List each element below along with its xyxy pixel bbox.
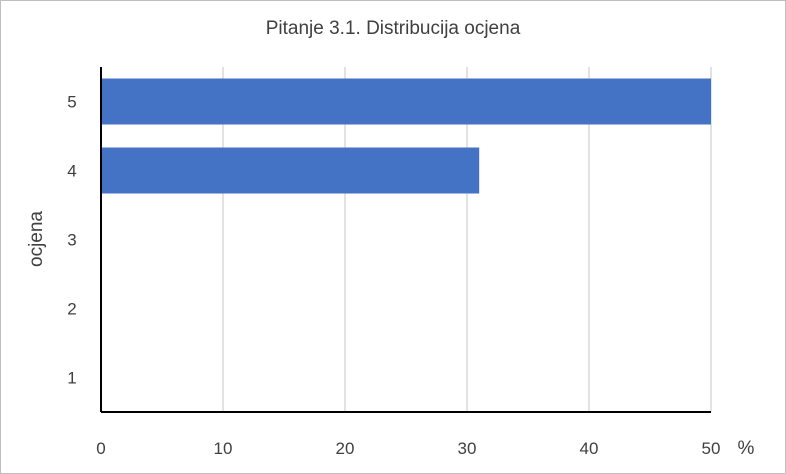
x-tick-40: 40 xyxy=(580,439,599,458)
y-tick-3: 3 xyxy=(67,231,76,250)
x-tick-20: 20 xyxy=(336,439,355,458)
y-tick-1: 1 xyxy=(67,369,76,388)
chart-title: Pitanje 3.1. Distribucija ocjena xyxy=(265,18,521,39)
y-axis-title: ocjena xyxy=(26,211,47,267)
axes xyxy=(100,67,711,413)
x-tick-30: 30 xyxy=(458,439,477,458)
bar-4 xyxy=(101,147,480,194)
y-tick-5: 5 xyxy=(67,93,76,112)
bar-5 xyxy=(101,78,711,125)
x-tick-10: 10 xyxy=(214,439,233,458)
y-tick-labels: 1 2 3 4 5 xyxy=(67,93,76,388)
x-axis-unit: % xyxy=(738,438,755,459)
x-tick-labels: 0 10 20 30 40 50 xyxy=(96,439,720,458)
x-tick-50: 50 xyxy=(702,439,721,458)
y-tick-4: 4 xyxy=(67,162,76,181)
bars xyxy=(101,78,711,194)
y-tick-2: 2 xyxy=(67,300,76,319)
x-tick-0: 0 xyxy=(96,439,105,458)
